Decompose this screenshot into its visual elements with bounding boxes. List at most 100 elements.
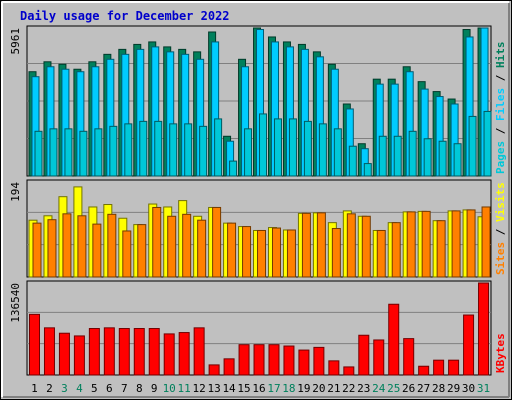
bar-kbytes-day-8	[133, 328, 145, 376]
panel-kbytes: 136540 KBytes	[9, 280, 507, 376]
bar-sites-day-27	[421, 210, 431, 278]
day-label-31: 31	[477, 382, 490, 395]
bar-pages-day-22	[348, 145, 357, 177]
day-label-28: 28	[432, 382, 445, 395]
bar-pages-day-14	[229, 160, 238, 177]
bar-pages-day-31	[483, 110, 492, 177]
day-label-2: 2	[46, 382, 53, 395]
bar-sites-day-10	[167, 215, 177, 278]
day-label-22: 22	[342, 382, 355, 395]
day-label-27: 27	[417, 382, 430, 395]
day-label-14: 14	[222, 382, 236, 395]
bar-kbytes-day-31	[478, 282, 490, 376]
day-label-8: 8	[136, 382, 143, 395]
bar-sites-day-26	[406, 211, 416, 278]
bar-kbytes-day-25	[388, 303, 400, 376]
bar-kbytes-day-13	[208, 364, 220, 376]
legend-kbytes: KBytes	[494, 333, 507, 373]
day-label-13: 13	[207, 382, 220, 395]
bar-pages-day-17	[273, 118, 282, 177]
bar-pages-day-21	[333, 128, 342, 177]
bar-kbytes-day-20	[313, 346, 325, 376]
legend: KBytes	[494, 333, 507, 373]
legend-visits: Visits	[494, 182, 507, 222]
legend-sites: Sites	[494, 242, 507, 275]
bar-pages-day-16	[259, 113, 268, 177]
bar-sites-day-23	[361, 215, 371, 278]
day-label-19: 19	[297, 382, 310, 395]
bar-pages-day-29	[453, 143, 462, 177]
bar-sites-day-3	[62, 213, 72, 278]
bar-sites-day-25	[391, 222, 401, 278]
bar-pages-day-12	[199, 125, 208, 177]
bar-pages-day-1	[34, 130, 43, 177]
bar-kbytes-day-21	[328, 360, 340, 376]
bar-pages-day-10	[169, 123, 178, 177]
day-label-3: 3	[61, 382, 68, 395]
bar-sites-day-16	[257, 229, 267, 278]
bar-kbytes-day-24	[373, 339, 385, 376]
bar-pages-day-25	[393, 135, 402, 177]
bar-sites-day-6	[107, 213, 117, 278]
bar-pages-day-24	[378, 135, 387, 177]
bar-kbytes-day-2	[43, 327, 55, 376]
bar-pages-day-23	[363, 163, 372, 177]
bar-pages-day-3	[64, 128, 73, 177]
bar-kbytes-day-6	[103, 327, 115, 376]
bar-kbytes-day-15	[238, 344, 250, 376]
bar-kbytes-day-17	[268, 344, 280, 376]
legend-separator: /	[494, 68, 507, 88]
bar-pages-day-28	[438, 140, 447, 177]
day-label-24: 24	[372, 382, 386, 395]
panels: 5961 Pages / Files / Hits 194 Sites / Visit…	[9, 25, 507, 376]
y-max-label: 194	[9, 182, 22, 202]
bar-pages-day-27	[423, 138, 432, 177]
legend-files: Files	[494, 88, 507, 121]
bar-kbytes-day-18	[283, 345, 295, 376]
bar-pages-day-18	[288, 118, 297, 177]
day-label-30: 30	[462, 382, 475, 395]
bar-sites-day-22	[346, 213, 356, 278]
bar-pages-day-30	[468, 115, 477, 177]
bar-kbytes-day-12	[193, 327, 205, 376]
bar-kbytes-day-22	[343, 366, 355, 376]
day-label-25: 25	[387, 382, 400, 395]
day-label-17: 17	[267, 382, 280, 395]
bar-kbytes-day-30	[463, 314, 475, 376]
bar-pages-day-6	[109, 125, 118, 177]
bar-pages-day-15	[244, 128, 253, 177]
bar-kbytes-day-28	[433, 359, 445, 376]
bar-kbytes-day-9	[148, 328, 160, 376]
bar-kbytes-day-19	[298, 349, 310, 376]
day-label-12: 12	[193, 382, 206, 395]
bar-kbytes-day-23	[358, 334, 370, 376]
bar-sites-day-12	[197, 219, 207, 278]
bar-kbytes-day-3	[58, 332, 70, 376]
bar-sites-day-4	[77, 215, 87, 278]
bar-sites-day-31	[481, 206, 491, 278]
bar-sites-day-11	[182, 213, 192, 278]
bar-sites-day-9	[152, 206, 162, 278]
bar-sites-day-2	[47, 219, 57, 278]
legend: Sites / Visits	[494, 182, 507, 275]
bar-pages-day-7	[124, 123, 133, 177]
bar-pages-day-8	[139, 120, 148, 177]
bar-sites-day-13	[212, 206, 222, 278]
legend-separator: /	[494, 222, 507, 242]
bar-kbytes-day-1	[29, 313, 40, 376]
bar-kbytes-day-29	[448, 359, 460, 376]
day-label-1: 1	[31, 382, 38, 395]
bar-kbytes-day-10	[163, 333, 175, 376]
bar-kbytes-day-5	[88, 328, 100, 376]
bar-sites-day-19	[301, 212, 311, 278]
bar-sites-day-17	[271, 227, 281, 278]
day-label-11: 11	[178, 382, 191, 395]
day-label-6: 6	[106, 382, 113, 395]
day-label-23: 23	[357, 382, 370, 395]
bar-sites-day-24	[376, 229, 386, 278]
day-label-4: 4	[76, 382, 83, 395]
bar-pages-day-9	[154, 120, 163, 177]
day-label-16: 16	[252, 382, 265, 395]
bar-sites-day-30	[466, 209, 476, 278]
